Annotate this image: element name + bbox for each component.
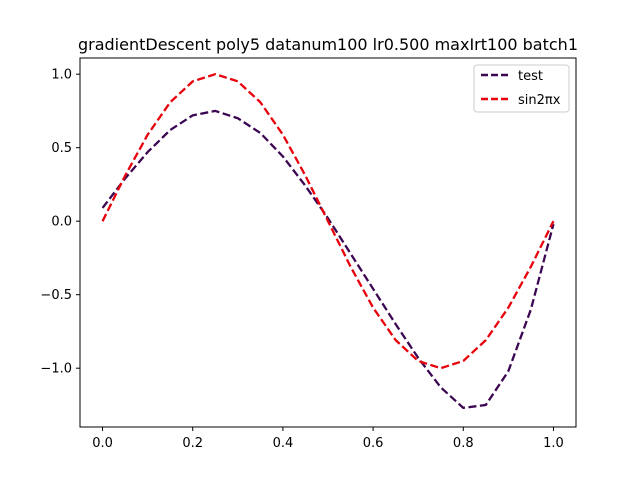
y-tick-label: 0.5: [51, 141, 72, 156]
series-line-0: [101, 109, 555, 410]
x-axis: 0.0 0.2 0.4 0.6 0.8 1.0: [92, 427, 564, 451]
x-tick-label: 0.0: [92, 436, 113, 451]
plot-area: [101, 73, 555, 410]
y-tick-label: 1.0: [51, 68, 72, 83]
legend: test sin2πx: [473, 64, 570, 113]
y-tick-label: −1.0: [40, 362, 72, 377]
chart-title: gradientDescent poly5 datanum100 lr0.500…: [78, 35, 578, 54]
legend-label-sin2pix: sin2πx: [518, 93, 561, 108]
legend-label-test: test: [518, 69, 543, 84]
x-tick-label: 0.4: [273, 436, 294, 451]
y-tick-label: 0.0: [51, 215, 72, 230]
x-tick-label: 0.2: [182, 436, 203, 451]
x-tick-label: 0.8: [453, 436, 474, 451]
y-tick-label: −0.5: [40, 288, 72, 303]
x-tick-label: 0.6: [363, 436, 384, 451]
series-line-1: [101, 73, 555, 370]
axes-frame: [79, 57, 577, 428]
x-tick-label: 1.0: [543, 436, 564, 451]
y-axis: −1.0 −0.5 0.0 0.5 1.0: [40, 68, 80, 377]
